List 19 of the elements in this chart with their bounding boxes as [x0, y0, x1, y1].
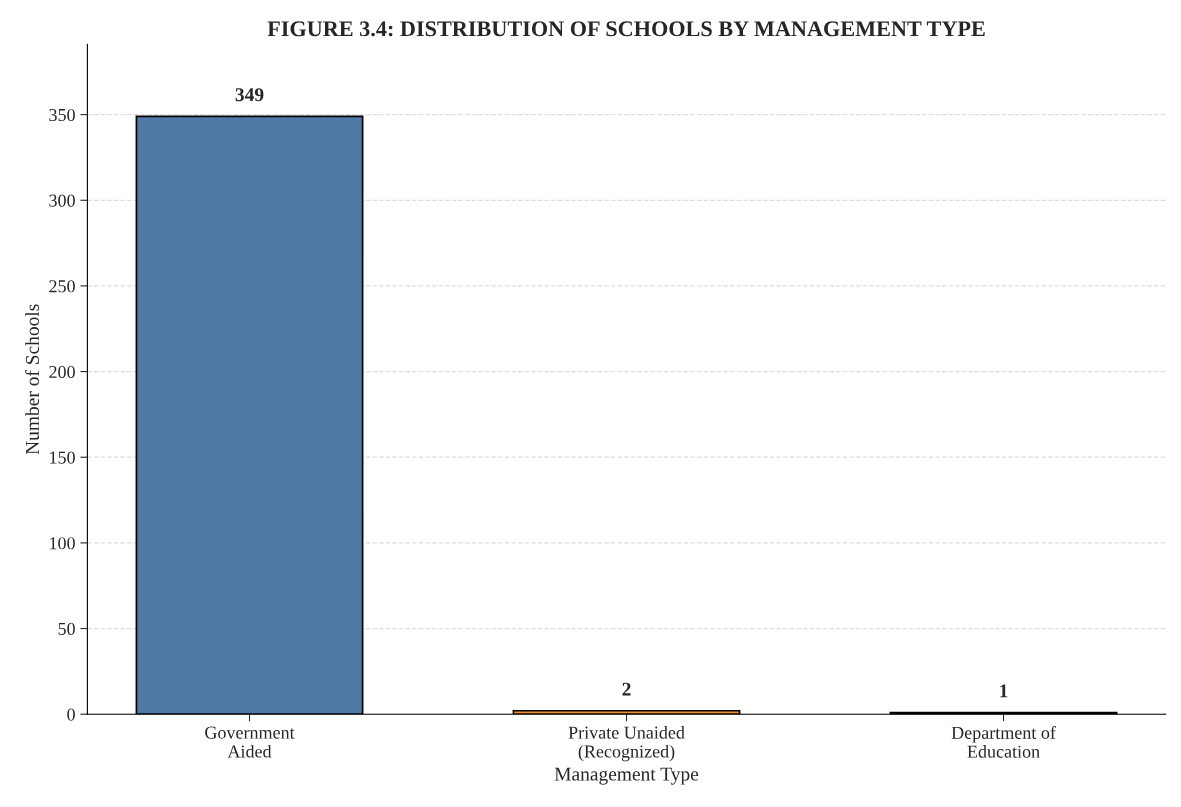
- x-tick-label: Government Aided: [205, 726, 295, 758]
- y-tick-label: 150: [50, 451, 75, 464]
- y-tick-label: 200: [49, 365, 75, 379]
- data-label: 1: [1000, 684, 1008, 698]
- x-tick-label: Private Unaided (Recognized): [568, 726, 685, 762]
- data-label: 2: [622, 682, 631, 696]
- y-tick-label: 350: [49, 108, 75, 122]
- y-axis-title: Number of Schools: [25, 304, 39, 455]
- y-tick-label: 250: [49, 280, 75, 293]
- y-tick-label: 0: [67, 708, 75, 721]
- y-tick-label: 300: [49, 194, 75, 207]
- bar: [512, 709, 741, 715]
- x-tick-label: Department of Education: [951, 726, 1056, 758]
- chart-title: FIGURE 3.4: DISTRIBUTION OF SCHOOLS BY MANAGEMENT TYPE: [267, 21, 985, 37]
- bar: [135, 115, 364, 715]
- y-tick-label: 50: [58, 622, 75, 635]
- x-axis-title: Management Type: [554, 767, 699, 785]
- data-label: 349: [235, 88, 264, 102]
- y-tick-label: 100: [50, 537, 75, 550]
